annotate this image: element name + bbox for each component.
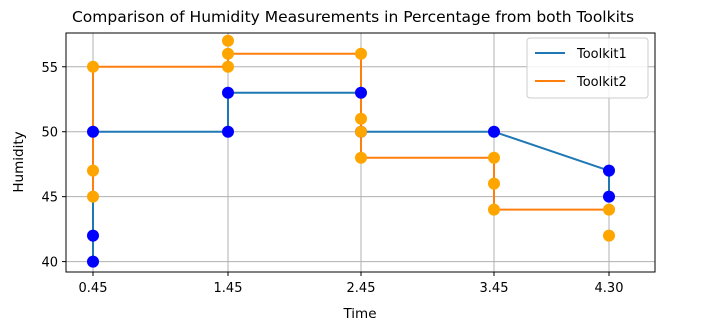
data-point-toolkit1 bbox=[603, 164, 615, 177]
y-tick-label: 45 bbox=[41, 191, 58, 206]
y-axis-ticks: 40 45 50 55 bbox=[41, 61, 66, 271]
data-point-toolkit2 bbox=[87, 190, 99, 203]
data-point-toolkit1 bbox=[222, 125, 234, 138]
x-axis-label: Time bbox=[342, 306, 376, 322]
series-line-toolkit1 bbox=[92, 91, 610, 262]
x-axis-ticks: 0.45 1.45 2.45 3.45 4.30 bbox=[79, 272, 624, 296]
x-tick-label: 0.45 bbox=[79, 281, 108, 296]
data-point-toolkit2 bbox=[222, 60, 234, 73]
y-tick-label: 40 bbox=[41, 256, 58, 271]
data-point-toolkit1 bbox=[87, 125, 99, 138]
data-point-toolkit2 bbox=[603, 203, 615, 216]
chart-title: Comparison of Humidity Measurements in P… bbox=[72, 8, 634, 26]
data-point-toolkit2 bbox=[355, 47, 367, 60]
data-point-toolkit1 bbox=[603, 190, 615, 203]
data-point-toolkit2 bbox=[355, 125, 367, 138]
x-tick-label: 2.45 bbox=[347, 281, 376, 296]
data-point-toolkit2 bbox=[488, 177, 500, 190]
data-point-toolkit2 bbox=[87, 60, 99, 73]
x-tick-label: 3.45 bbox=[480, 281, 509, 296]
data-point-toolkit2 bbox=[488, 151, 500, 164]
data-point-toolkit1 bbox=[87, 229, 99, 242]
data-point-toolkit2 bbox=[488, 203, 500, 216]
series-markers bbox=[87, 34, 615, 268]
y-tick-label: 55 bbox=[41, 61, 58, 76]
data-point-toolkit2 bbox=[222, 34, 234, 47]
x-tick-label: 4.30 bbox=[595, 281, 624, 296]
x-tick-label: 1.45 bbox=[214, 281, 243, 296]
legend-label-toolkit2: Toolkit2 bbox=[576, 75, 627, 90]
y-axis-label: Humidity bbox=[11, 131, 27, 192]
data-point-toolkit2 bbox=[222, 47, 234, 60]
data-point-toolkit1 bbox=[355, 86, 367, 99]
legend-label-toolkit1: Toolkit1 bbox=[576, 47, 627, 62]
data-point-toolkit1 bbox=[222, 86, 234, 99]
data-point-toolkit2 bbox=[355, 151, 367, 164]
data-point-toolkit2 bbox=[603, 229, 615, 242]
legend: Toolkit1 Toolkit2 bbox=[526, 37, 649, 99]
data-point-toolkit1 bbox=[87, 255, 99, 268]
data-point-toolkit1 bbox=[488, 125, 500, 138]
data-point-toolkit2 bbox=[355, 112, 367, 125]
data-point-toolkit2 bbox=[87, 164, 99, 177]
y-tick-label: 50 bbox=[41, 126, 58, 141]
